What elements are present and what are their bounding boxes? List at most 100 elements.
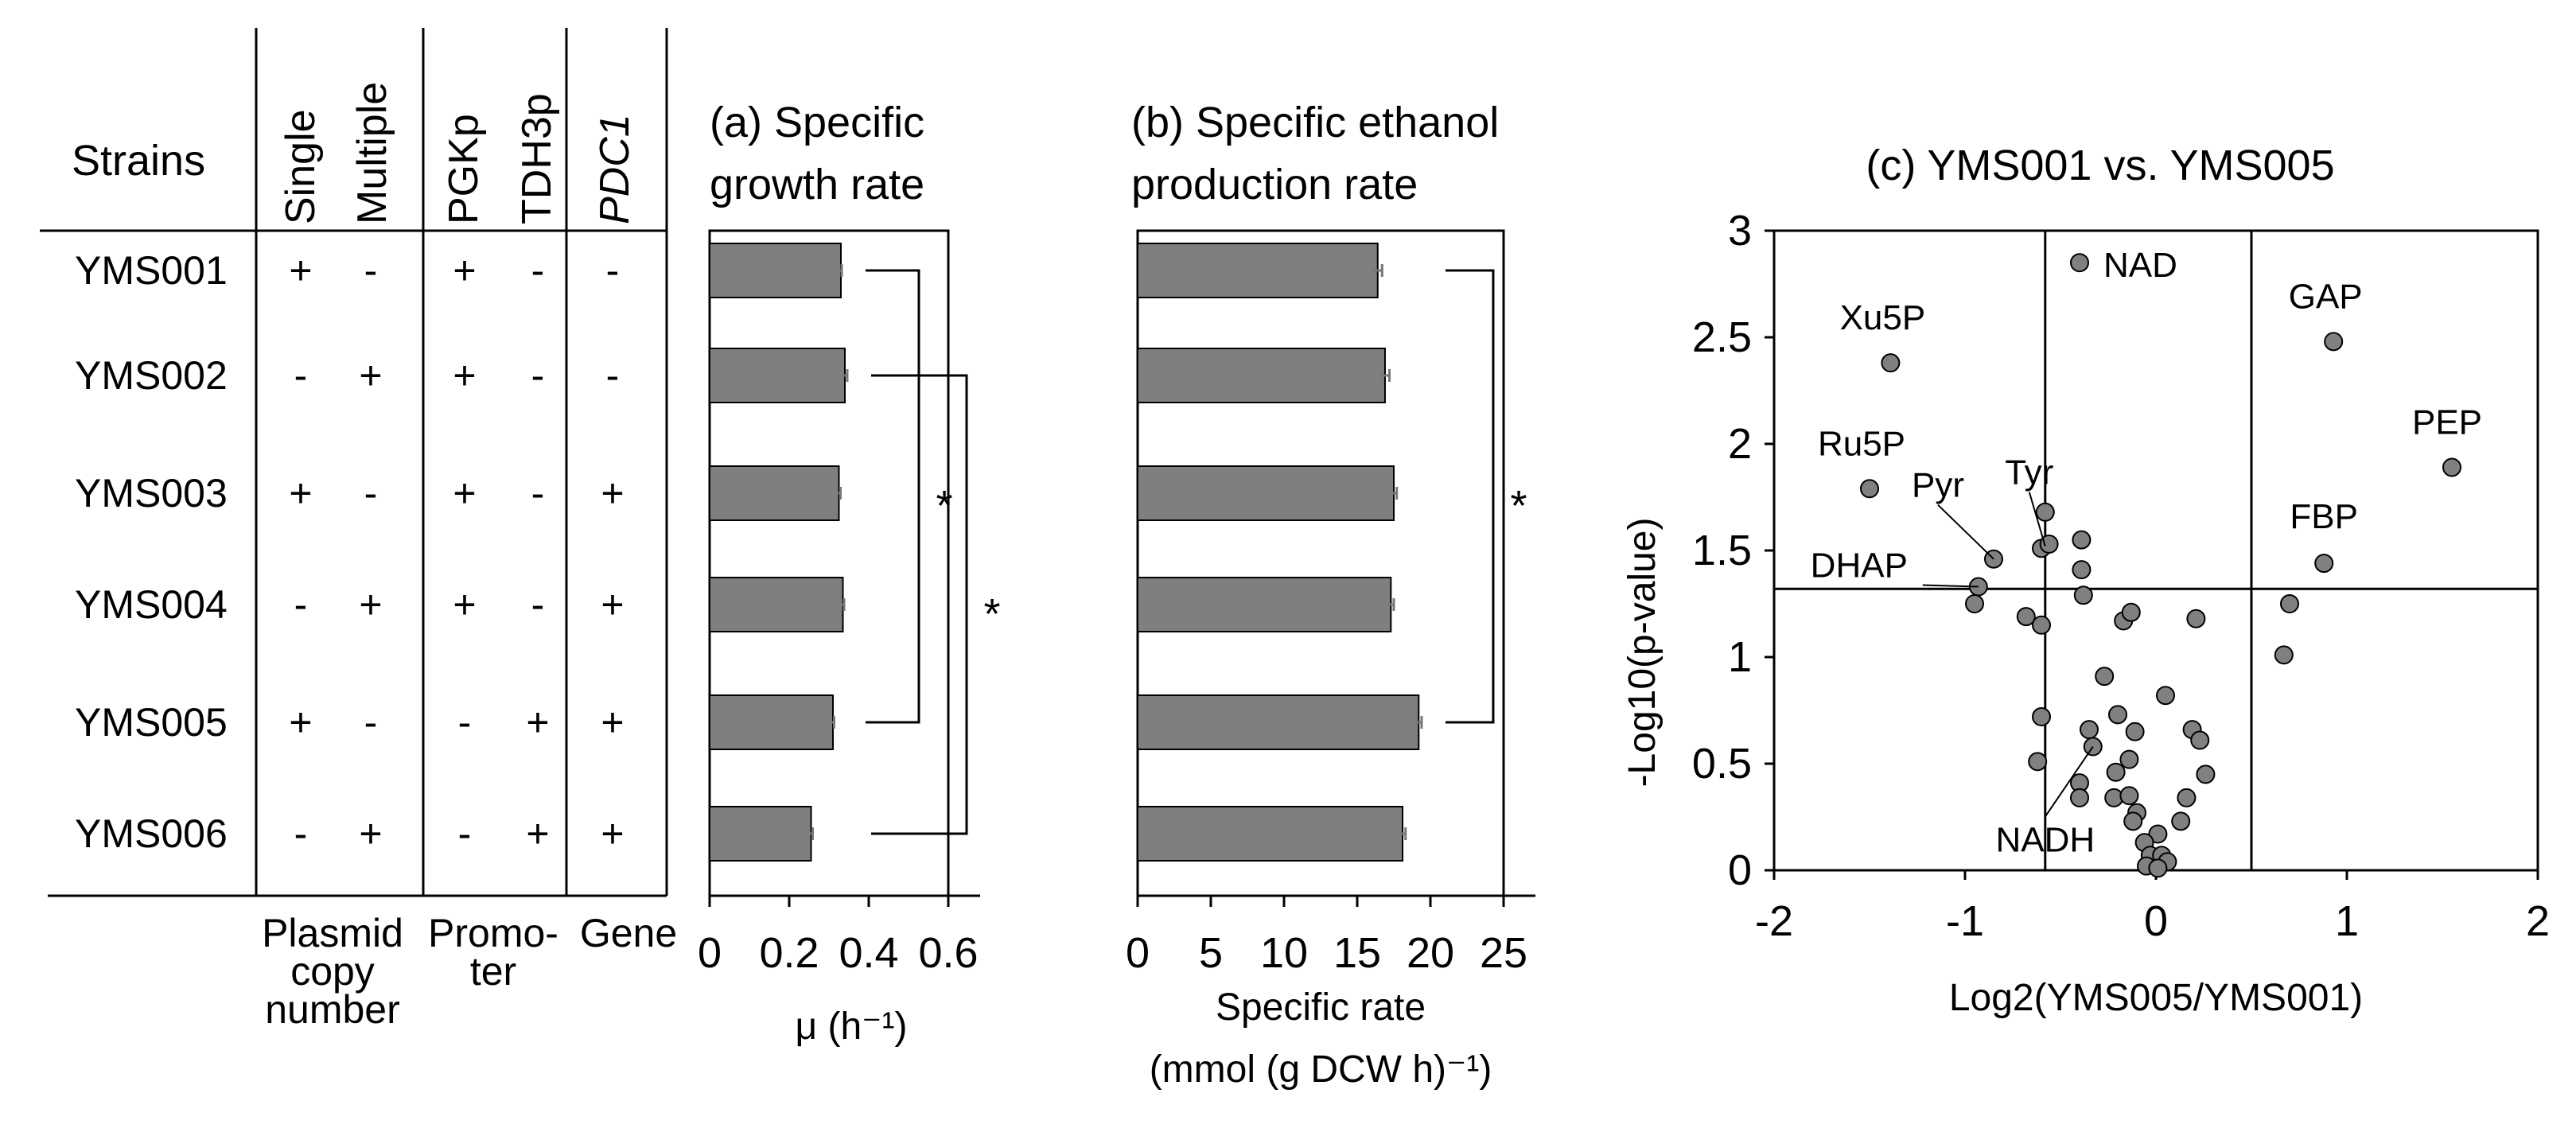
chart-c-data-point: [2148, 858, 2168, 878]
chart-c-data-point: [2442, 457, 2461, 477]
chart-c-data-point: [2073, 585, 2093, 605]
genotype-mark: -: [531, 582, 545, 627]
chart-c-label-leader: [1922, 584, 1979, 588]
strain-label: YMS004: [75, 582, 228, 627]
chart-b-x-tick-label: 25: [1480, 929, 1527, 977]
chart-a-x-tick-label: 0.4: [839, 929, 898, 977]
chart-c-data-point: [2196, 764, 2216, 784]
chart-a-xlabel: μ (h⁻¹): [796, 1006, 908, 1048]
chart-b-frame: [1136, 229, 1505, 897]
chart-c-data-point: [2070, 253, 2089, 273]
chart-c-point-label: PEP: [2412, 403, 2482, 442]
chart-c-point-label: FBP: [2290, 497, 2358, 536]
chart-c-y-tick-label: 3: [1728, 207, 1752, 255]
chart-c-y-tick-label: 0: [1728, 846, 1752, 894]
chart-b-bar: [1137, 806, 1404, 862]
genotype-mark: -: [364, 700, 378, 745]
chart-c-data-point: [2274, 645, 2294, 665]
genotype-mark: -: [531, 248, 545, 293]
genotype-mark: +: [359, 353, 382, 398]
genotype-mark: +: [453, 582, 476, 627]
genotype-mark: -: [606, 248, 620, 293]
group-plasmid-line-1: Plasmid: [262, 911, 403, 955]
chart-c-xlabel: Log2(YMS005/YMS001): [1949, 977, 2363, 1019]
group-gene: Gene: [580, 911, 677, 955]
chart-a-bar: [709, 465, 840, 521]
chart-a-plot: 0 0.2 0.4 0.6 * *: [698, 229, 1001, 977]
chart-a-significance-label: *: [936, 482, 952, 530]
genotype-mark: +: [453, 248, 476, 293]
genotype-mark: +: [601, 582, 624, 627]
genotype-mark: -: [364, 248, 378, 293]
chart-b-x-tick-label: 15: [1333, 929, 1381, 977]
chart-c-data-point: [2190, 730, 2210, 750]
table-header-strains: Strains: [72, 137, 205, 185]
chart-c-data-point: [2177, 788, 2197, 807]
chart-c-data-point: [2121, 602, 2141, 622]
chart-b-title-line-2: production rate: [1131, 161, 1418, 208]
strain-label: YMS006: [75, 811, 228, 856]
col-header-pdc1: PDC1: [592, 114, 638, 224]
genotype-mark: +: [453, 471, 476, 515]
genotype-mark: +: [526, 811, 549, 856]
genotype-mark: +: [601, 700, 624, 745]
genotype-mark: -: [294, 582, 308, 627]
chart-a-x-tick-label: 0: [698, 929, 722, 977]
chart-c-y-tick-label: 2: [1728, 420, 1752, 468]
chart-b-xlabel-line-2: (mmol (g DCW h)⁻¹): [1150, 1048, 1492, 1091]
genotype-mark: +: [289, 471, 312, 515]
chart-a-bar: [709, 243, 842, 298]
chart-c-point-label: Tyr: [2005, 453, 2053, 492]
chart-c-data-point: [2072, 560, 2092, 580]
col-header-single: Single: [278, 109, 324, 224]
chart-c-ylabel: -Log10(p-value): [1621, 518, 1664, 788]
chart-b-x-tick-label: 5: [1199, 929, 1223, 977]
chart-b-x-tick-label: 10: [1260, 929, 1308, 977]
genotype-mark: +: [289, 248, 312, 293]
chart-b-bar: [1137, 694, 1420, 750]
table-rows: YMS001 + - + - - YMS002 - + + - - YMS003 + - + - + YMS004 -…: [75, 248, 625, 856]
chart-b-plot: 0 5 10 15 20 25 *: [1126, 229, 1535, 977]
volcano-plot: (c) YMS001 vs. YMS005 -2 -1 0 1 2 0 0.5 1 1.5 2 2.…: [1621, 142, 2550, 1019]
chart-c-x-tick-label: -1: [1946, 897, 1984, 945]
chart-c-point-label: Ru5P: [1818, 424, 1905, 463]
chart-a-x-tick-label: 0.2: [759, 929, 819, 977]
genotype-mark: +: [601, 471, 624, 515]
chart-c-data-point: [2032, 707, 2051, 727]
chart-c-data-point: [2072, 530, 2092, 550]
chart-a-frame: [708, 229, 950, 897]
chart-c-data-point: [2186, 609, 2206, 628]
chart-c-y-tick-label: 0.5: [1692, 740, 1752, 788]
genotype-mark: -: [531, 353, 545, 398]
genotype-mark: +: [526, 700, 549, 745]
chart-c-y-tick-label: 1.5: [1692, 527, 1752, 574]
chart-c-y-tick-label: 1: [1728, 633, 1752, 681]
chart-c-point-label: Xu5P: [1840, 298, 1926, 337]
chart-c-data-point: [2108, 705, 2127, 725]
chart-b-bar: [1137, 577, 1392, 632]
chart-c-data-point: [2125, 722, 2145, 741]
chart-c-data-point: [1965, 594, 1984, 613]
strain-label: YMS005: [75, 700, 228, 745]
strain-label: YMS002: [75, 353, 228, 398]
chart-c-point-label: GAP: [2289, 277, 2363, 316]
chart-a-x-tick-label: 0.6: [918, 929, 978, 977]
chart-c-data-point: [2106, 762, 2126, 782]
genotype-mark: +: [453, 353, 476, 398]
chart-c-x-tick-label: 1: [2335, 897, 2359, 945]
chart-c-data-point: [2156, 686, 2175, 706]
chart-a-significance-bracket: [866, 269, 920, 724]
col-header-tdh3p: TDH3p: [514, 93, 560, 224]
chart-c-data-point: [2324, 332, 2344, 352]
chart-c-plot: -2 -1 0 1 2 0 0.5 1 1.5 2 2.5 3 NAD Xu5P GAP PEP Ru5P Tyr…: [1692, 207, 2550, 945]
chart-c-x-tick-label: -2: [1755, 897, 1793, 945]
chart-c-label-leader: [2044, 745, 2094, 818]
genotype-mark: +: [289, 700, 312, 745]
genotype-mark: -: [458, 700, 472, 745]
chart-c-point-label: Pyr: [1912, 466, 1964, 505]
genotype-mark: +: [359, 582, 382, 627]
chart-c-data-point: [2123, 811, 2143, 831]
chart-c-data-point: [2280, 594, 2299, 613]
